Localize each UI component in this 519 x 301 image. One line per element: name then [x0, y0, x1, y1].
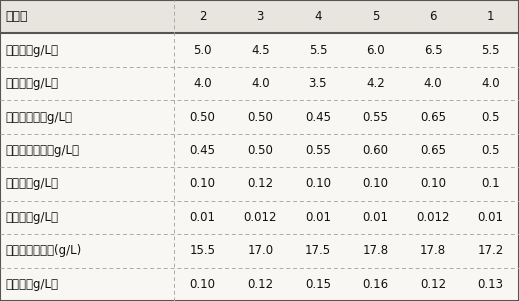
Text: 0.50: 0.50 [248, 144, 273, 157]
Text: 磷酸氢二鈴（g/L）: 磷酸氢二鈴（g/L） [5, 110, 72, 123]
Text: 17.8: 17.8 [420, 244, 446, 257]
Text: 1: 1 [487, 10, 494, 23]
Text: 单质硒（g/L）: 单质硒（g/L） [5, 44, 58, 57]
Text: 3: 3 [256, 10, 264, 23]
Text: 0.13: 0.13 [477, 278, 503, 291]
Text: 4.0: 4.0 [481, 77, 500, 90]
Text: 0.10: 0.10 [305, 178, 331, 191]
Text: 硝酸钓（g/L）: 硝酸钓（g/L） [5, 211, 58, 224]
Text: 0.01: 0.01 [477, 211, 503, 224]
Text: 实施例: 实施例 [5, 10, 28, 23]
Text: 0.15: 0.15 [305, 278, 331, 291]
Text: 0.10: 0.10 [420, 178, 446, 191]
Text: 17.2: 17.2 [477, 244, 503, 257]
Text: 17.5: 17.5 [305, 244, 331, 257]
Text: 七水合硫酸亚鐵(g/L): 七水合硫酸亚鐵(g/L) [5, 244, 81, 257]
Text: 0.10: 0.10 [189, 178, 216, 191]
Text: 17.8: 17.8 [362, 244, 389, 257]
Text: 5.5: 5.5 [481, 44, 500, 57]
Text: 硫酸鐵（g/L）: 硫酸鐵（g/L） [5, 77, 58, 90]
Text: 6: 6 [429, 10, 437, 23]
Text: 0.60: 0.60 [362, 144, 389, 157]
Text: 0.16: 0.16 [362, 278, 389, 291]
Text: 0.01: 0.01 [305, 211, 331, 224]
Text: 5.5: 5.5 [309, 44, 327, 57]
Text: 4.0: 4.0 [194, 77, 212, 90]
Text: 氯化钓（g/L）: 氯化钓（g/L） [5, 278, 58, 291]
Text: 0.01: 0.01 [189, 211, 216, 224]
Text: 4.5: 4.5 [251, 44, 269, 57]
Text: 0.55: 0.55 [363, 110, 388, 123]
Text: 0.55: 0.55 [305, 144, 331, 157]
Text: 15.5: 15.5 [189, 244, 216, 257]
Text: 0.10: 0.10 [189, 278, 216, 291]
Text: 4.0: 4.0 [251, 77, 269, 90]
Text: 4: 4 [314, 10, 322, 23]
Text: 6.5: 6.5 [424, 44, 442, 57]
Text: 0.45: 0.45 [305, 110, 331, 123]
Text: 0.12: 0.12 [420, 278, 446, 291]
Text: 0.50: 0.50 [248, 110, 273, 123]
Text: 3.5: 3.5 [309, 77, 327, 90]
Text: 氯化鈴（g/L）: 氯化鈴（g/L） [5, 178, 58, 191]
Text: 4.2: 4.2 [366, 77, 385, 90]
Text: 6.0: 6.0 [366, 44, 385, 57]
Text: 0.5: 0.5 [481, 110, 500, 123]
Text: 0.10: 0.10 [362, 178, 389, 191]
Text: 4.0: 4.0 [424, 77, 442, 90]
Text: 5.0: 5.0 [194, 44, 212, 57]
Text: 0.65: 0.65 [420, 110, 446, 123]
Text: 0.01: 0.01 [362, 211, 389, 224]
Text: 0.50: 0.50 [190, 110, 215, 123]
Text: 0.012: 0.012 [243, 211, 277, 224]
Text: 0.12: 0.12 [247, 278, 274, 291]
Text: 0.5: 0.5 [481, 144, 500, 157]
Text: 0.12: 0.12 [247, 178, 274, 191]
Text: 0.1: 0.1 [481, 178, 500, 191]
Text: 0.65: 0.65 [420, 144, 446, 157]
Text: 七水合硫酸镁（g/L）: 七水合硫酸镁（g/L） [5, 144, 79, 157]
Text: 17.0: 17.0 [247, 244, 274, 257]
Text: 0.45: 0.45 [189, 144, 216, 157]
Text: 2: 2 [199, 10, 207, 23]
Text: 0.012: 0.012 [416, 211, 450, 224]
Text: 5: 5 [372, 10, 379, 23]
